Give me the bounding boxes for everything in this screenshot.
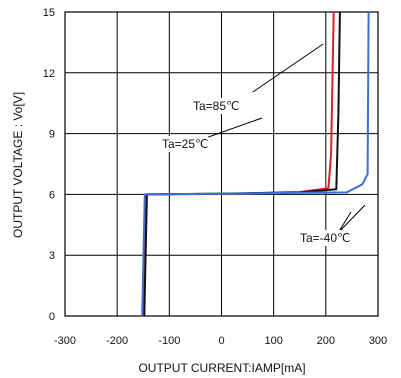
x-axis-label: OUTPUT CURRENT:IAMP[mA] <box>138 361 305 375</box>
x-tick-label: -100 <box>158 335 180 347</box>
y-tick-label: 3 <box>49 250 55 262</box>
y-tick-label: 12 <box>43 68 55 80</box>
x-tick-label: 0 <box>218 335 224 347</box>
y-tick-label: 9 <box>49 129 55 141</box>
y-tick-label: 0 <box>49 311 55 323</box>
annotation-bg-2 <box>297 230 354 246</box>
annotation-label: Ta=-40℃ <box>300 231 351 245</box>
x-tick-labels: -300 -200 -100 0 100 200 300 <box>54 335 387 347</box>
x-tick-label: 100 <box>264 335 282 347</box>
x-tick-label: -200 <box>106 335 128 347</box>
x-tick-label: 200 <box>317 335 335 347</box>
x-tick-label: -300 <box>54 335 76 347</box>
annotation-leader-1 <box>199 117 263 141</box>
y-tick-labels: 0 3 6 9 12 15 <box>43 7 55 323</box>
annotation-bg-1 <box>159 136 209 152</box>
plot-frame <box>64 11 379 317</box>
annotation-layer: Ta=85℃ Ta=25℃ Ta=-40℃ <box>159 43 366 246</box>
annotation-leader-0 <box>252 43 324 93</box>
y-tick-label: 15 <box>43 7 55 19</box>
annotation-bg-0 <box>190 98 240 114</box>
series-line-1 <box>143 11 341 317</box>
annotation-leader-2 <box>337 211 352 234</box>
x-tick-label: 300 <box>369 335 387 347</box>
series-line-0 <box>142 11 335 317</box>
annotation-label: Ta=85℃ <box>193 99 240 113</box>
series-line-2 <box>141 11 370 317</box>
annotation-label: Ta=25℃ <box>162 137 209 151</box>
plot-border <box>64 11 379 317</box>
series-layer <box>141 11 370 317</box>
annotation-leader-2 <box>337 204 366 234</box>
y-axis-label: OUTPUT VOLTAGE : Vo[V] <box>11 92 25 238</box>
y-tick-label: 6 <box>49 189 55 201</box>
